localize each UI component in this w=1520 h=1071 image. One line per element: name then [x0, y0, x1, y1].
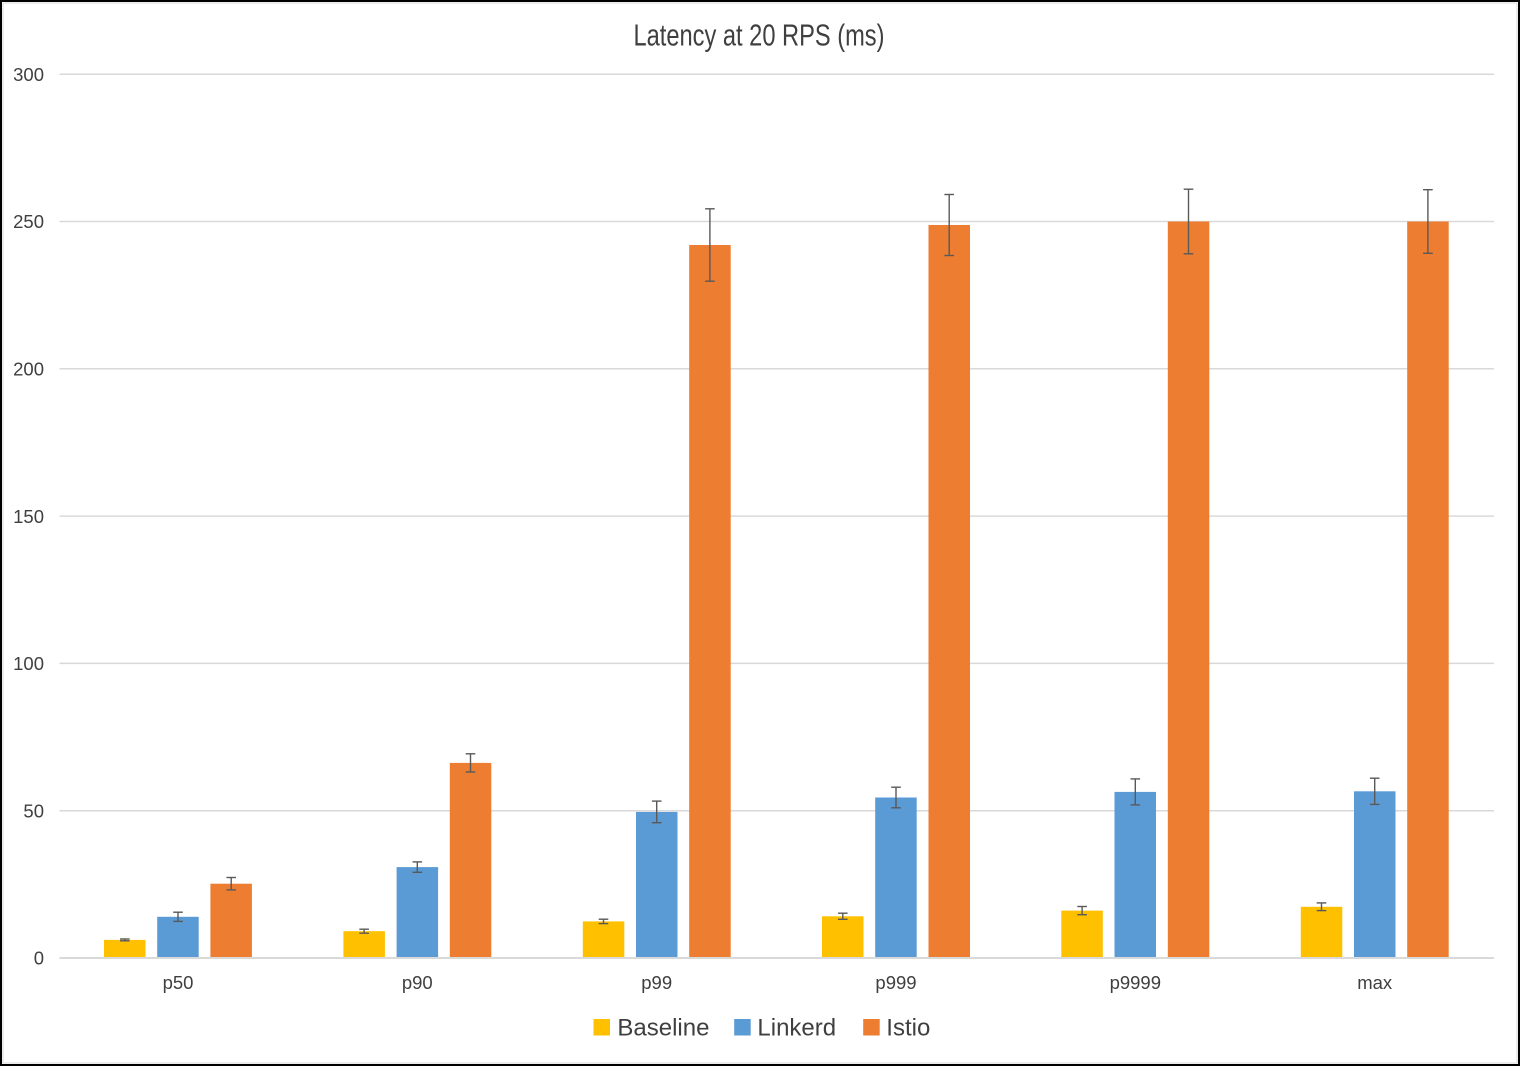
svg-text:Linkerd: Linkerd — [757, 1015, 836, 1042]
svg-text:250: 250 — [13, 211, 44, 232]
svg-text:Istio: Istio — [886, 1015, 930, 1042]
svg-text:200: 200 — [13, 359, 44, 380]
svg-text:p9999: p9999 — [1110, 972, 1161, 993]
svg-text:p90: p90 — [402, 972, 433, 993]
svg-text:300: 300 — [13, 64, 44, 85]
svg-text:p99: p99 — [641, 972, 672, 993]
svg-text:p999: p999 — [875, 972, 916, 993]
svg-text:max: max — [1357, 972, 1393, 993]
svg-text:Baseline: Baseline — [617, 1015, 709, 1042]
svg-text:100: 100 — [13, 653, 44, 674]
svg-text:50: 50 — [23, 800, 44, 821]
svg-text:p50: p50 — [163, 972, 194, 993]
svg-text:150: 150 — [13, 506, 44, 527]
svg-text:0: 0 — [34, 948, 44, 969]
svg-text:Latency at 20 RPS (ms): Latency at 20 RPS (ms) — [634, 18, 885, 52]
